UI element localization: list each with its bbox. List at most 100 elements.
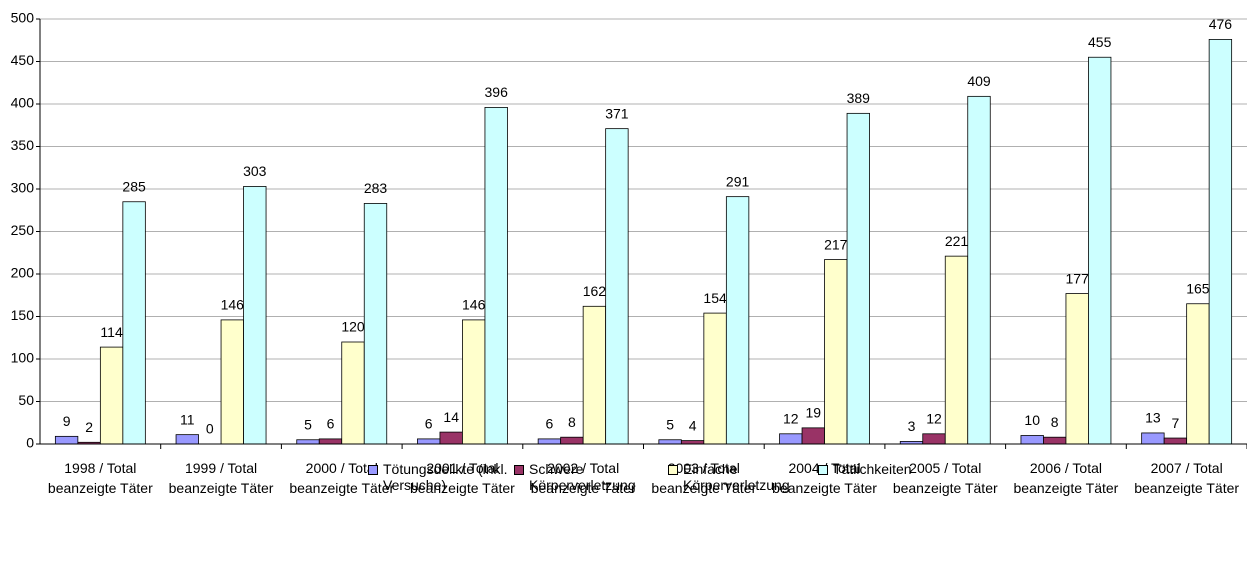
value-label: 9 [63,413,71,429]
value-label: 0 [206,421,214,437]
value-label: 221 [945,233,969,249]
bar [846,112,870,445]
bar [439,431,463,445]
y-tick-label: 150 [11,307,35,323]
bar [1088,56,1112,445]
bar [99,346,124,445]
value-label: 11 [180,411,195,427]
bar [1163,437,1188,445]
value-label: 291 [726,173,750,189]
y-tick-label: 400 [11,95,35,111]
value-label: 389 [847,90,871,106]
bar [944,255,969,445]
y-tick-label: 100 [11,350,35,366]
bar [462,319,486,445]
legend-label: Tätlichkeiten [833,461,912,477]
bar [779,433,803,445]
legend-item: Einfache Körperverletzung [668,461,811,493]
value-label: 14 [443,409,459,425]
value-label: 2 [85,419,93,435]
y-tick-label: 250 [11,222,35,238]
bar [1208,39,1233,445]
value-label: 409 [967,73,991,89]
x-tick-label: 2007 / Total beanzeigte Täter [1134,460,1240,496]
bar [680,440,705,445]
value-label: 10 [1024,412,1040,428]
y-tick-label: 50 [18,392,34,408]
x-tick-label: 1999 / Total beanzeigte Täter [168,460,274,496]
value-label: 120 [341,319,365,335]
x-tick-label: 2003 / Total beanzeigte Täter [651,460,757,496]
bar [341,341,365,445]
value-label: 5 [666,416,674,432]
bar [1141,432,1165,445]
bar [363,203,388,445]
bar [220,319,244,445]
value-label: 177 [1066,270,1090,286]
bar [560,436,584,445]
bar [922,433,946,445]
value-label: 3 [908,418,916,434]
value-label: 283 [364,180,388,196]
bar [1186,303,1210,445]
x-tick-label: 2006 / Total beanzeigte Täter [1013,460,1119,496]
legend-label: Einfache Körperverletzung [683,461,790,493]
bar [725,196,750,445]
bar [605,128,629,445]
value-label: 146 [221,297,245,313]
bar [1020,435,1044,445]
bar [296,439,320,445]
value-label: 476 [1209,16,1233,32]
bar [537,438,562,445]
bar [175,434,199,445]
x-tick-label: 2002 / Total beanzeigte Täter [530,460,636,496]
legend-swatch [368,465,378,475]
value-label: 165 [1186,280,1210,296]
value-label: 371 [605,105,629,121]
bar [54,435,79,445]
bar [417,438,441,445]
legend-label: Tötungsdelikte (inkl. Versuche) [383,461,508,493]
y-tick-label: 0 [26,435,34,451]
legend-swatch [668,465,678,475]
value-label: 4 [689,417,697,433]
bar [658,439,682,445]
legend-item: Tötungsdelikte (inkl. Versuche) [368,461,511,493]
y-tick-label: 450 [11,52,35,68]
y-tick-label: 200 [11,265,35,281]
bar [703,312,727,445]
value-label: 396 [485,84,509,100]
x-tick-label: 2000 / Total beanzeigte Täter [289,460,395,496]
bar [824,259,848,445]
legend-label: Schwere Körperverletzung [529,461,636,493]
bar [582,305,607,445]
bar [801,427,825,445]
y-tick-label: 500 [11,10,35,26]
x-tick-label: 1998 / Total beanzeigte Täter [47,460,153,496]
bar [484,107,508,445]
value-label: 8 [1051,414,1059,430]
bar [1065,293,1089,445]
x-tick-label: 2001 / Total beanzeigte Täter [410,460,515,496]
value-label: 13 [1145,410,1161,426]
value-label: 8 [568,414,576,430]
value-label: 217 [824,236,848,252]
value-label: 285 [122,178,146,194]
value-label: 303 [243,163,267,179]
value-label: 6 [327,416,335,432]
legend-swatch [818,465,828,475]
bar [967,95,991,445]
value-label: 6 [546,416,554,432]
x-tick-label: 2005 / Total beanzeigte Täter [892,460,998,496]
bar [318,438,343,445]
value-label: 12 [783,411,799,427]
value-label: 114 [100,324,123,340]
y-tick-label: 350 [11,137,35,153]
value-label: 6 [425,416,433,432]
y-tick-label: 300 [11,180,35,196]
value-label: 19 [806,405,822,421]
bar [122,201,146,445]
legend-item: Tätlichkeiten [818,461,961,477]
